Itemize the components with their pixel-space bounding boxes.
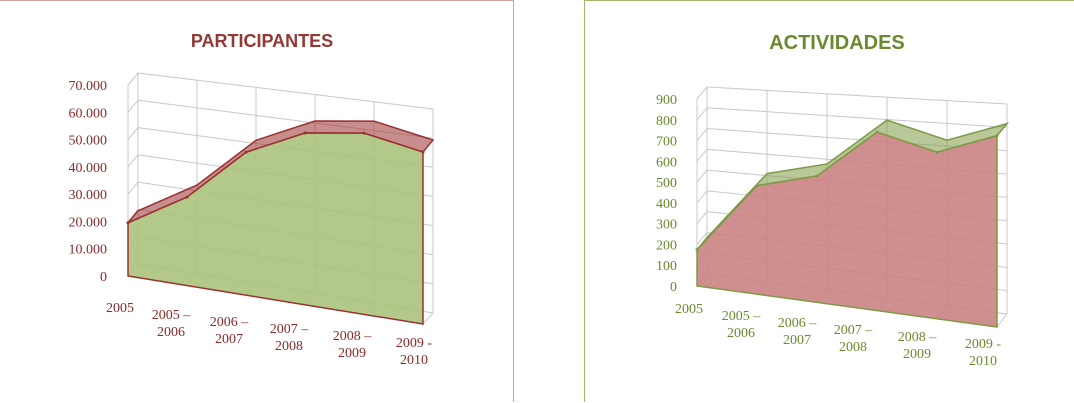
gridline-side (696, 211, 708, 224)
y-tick-label: 700 (656, 135, 677, 150)
data-point-0 (126, 221, 130, 225)
data-point-4 (935, 150, 939, 154)
participantes-chart-panel: PARTICIPANTES 0 10.000 20.000 30.000 40.000 50… (0, 0, 514, 402)
data-point-0 (695, 248, 699, 252)
gridline-side (696, 86, 708, 100)
data-point-5 (421, 150, 425, 154)
y-tick-label: 400 (656, 197, 677, 212)
gridline-side (696, 190, 708, 204)
y-tick-label: 600 (656, 155, 677, 170)
y-tick-label: 60.000 (69, 106, 108, 121)
gridline-side (696, 232, 708, 245)
gridline-h (706, 86, 1008, 105)
x-tick-label: 2007 –2008 (270, 322, 310, 354)
y-tick-label: 0 (670, 280, 677, 295)
gridline-h (137, 72, 434, 110)
data-point-5 (995, 134, 999, 138)
x-tick-label: 2005 (675, 302, 703, 317)
x-tick-label: 2007 –2008 (834, 323, 874, 355)
gridline-side (127, 99, 139, 113)
gridline-side (127, 72, 139, 86)
y-tick-label: 100 (656, 259, 677, 274)
area-series (127, 132, 424, 325)
data-point-2 (815, 174, 819, 178)
data-point-3 (875, 130, 879, 134)
x-tick-label: 2005 (106, 301, 134, 316)
gridline-floor (996, 313, 1008, 328)
gridline-side (127, 127, 139, 140)
gridline-h (706, 107, 1008, 128)
participantes-chart: PARTICIPANTES 0 10.000 20.000 30.000 40.000 50… (69, 31, 435, 368)
gridline-side (696, 128, 708, 141)
data-point-2 (244, 150, 248, 154)
data-point-3 (303, 131, 307, 135)
x-tick-label: 2006 –2007 (210, 315, 250, 347)
y-tick-label: 500 (656, 176, 677, 191)
gridline-side (127, 209, 139, 222)
y-tick-label: 50.000 (69, 134, 108, 149)
gridline-side (696, 149, 708, 162)
actividades-chart: ACTIVIDADES 0 100 200 300 400 500 600 700 800 900 2… (656, 32, 1010, 369)
gridline-side (696, 169, 708, 183)
y-tick-label: 900 (656, 93, 677, 108)
area-series (696, 131, 998, 328)
y-tick-label: 30.000 (69, 188, 108, 203)
y-tick-label: 40.000 (69, 161, 108, 176)
x-tick-label: 2009 -2010 (396, 336, 433, 368)
gridline-side (696, 107, 708, 121)
x-tick-label: 2006 –2007 (778, 316, 818, 348)
x-tick-label: 2009 -2010 (965, 337, 1002, 369)
x-tick-label: 2005 –2006 (152, 308, 192, 340)
y-tick-label: 800 (656, 114, 677, 129)
x-tick-label: 2008 –2009 (898, 330, 938, 362)
x-tick-label: 2008 –2009 (333, 329, 373, 361)
y-tick-label: 20.000 (69, 215, 108, 230)
y-tick-label: 300 (656, 218, 677, 233)
data-point-1 (755, 184, 759, 188)
data-point-1 (185, 195, 189, 199)
y-tick-label: 0 (100, 270, 107, 285)
gridline-side (127, 181, 139, 195)
y-tick-label: 70.000 (69, 79, 108, 94)
gridline-floor (422, 312, 434, 325)
chart-title: PARTICIPANTES (191, 31, 333, 51)
y-tick-label: 200 (656, 238, 677, 253)
actividades-chart-panel: ACTIVIDADES 0 100 200 300 400 500 600 700 800 900 2… (584, 0, 1074, 402)
x-tick-label: 2005 –2006 (722, 309, 762, 341)
chart-title: ACTIVIDADES (769, 32, 905, 54)
gridline-side (127, 154, 139, 168)
data-point-4 (362, 131, 366, 135)
y-tick-label: 10.000 (69, 243, 108, 258)
